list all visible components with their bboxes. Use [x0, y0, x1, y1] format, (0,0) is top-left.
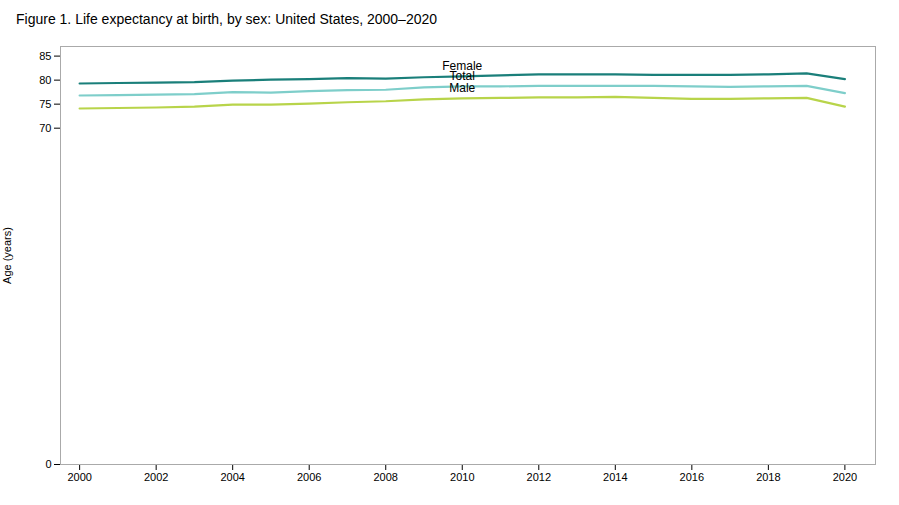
svg-text:80: 80	[39, 74, 51, 86]
svg-text:75: 75	[39, 98, 51, 110]
svg-text:Female: Female	[442, 59, 483, 74]
svg-text:70: 70	[39, 122, 51, 134]
svg-text:2006: 2006	[297, 471, 321, 483]
svg-text:2008: 2008	[373, 471, 397, 483]
svg-text:2004: 2004	[220, 471, 244, 483]
svg-text:2012: 2012	[527, 471, 551, 483]
svg-text:2020: 2020	[833, 471, 857, 483]
svg-text:Age (years): Age (years)	[1, 227, 13, 284]
svg-text:2014: 2014	[603, 471, 627, 483]
svg-text:2010: 2010	[450, 471, 474, 483]
svg-text:85: 85	[39, 50, 51, 62]
svg-text:2018: 2018	[756, 471, 780, 483]
svg-text:2000: 2000	[67, 471, 91, 483]
svg-text:2016: 2016	[680, 471, 704, 483]
html-text:Figure 1. Life expectancy at b: Figure 1. Life expectancy at birth, by s…	[16, 11, 437, 27]
svg-text:2002: 2002	[144, 471, 168, 483]
svg-text:Total: Total	[449, 69, 475, 84]
svg-text:Male: Male	[449, 81, 475, 95]
svg-text:0: 0	[45, 458, 51, 470]
